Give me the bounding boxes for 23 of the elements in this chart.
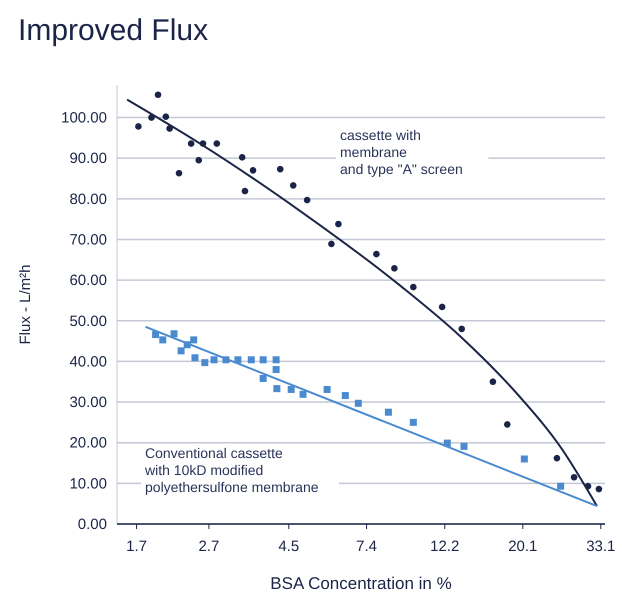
- annotation: Conventional cassette with 10kD modified polyethersulfone membrane: [144, 445, 319, 495]
- x-tick-label: 7.4: [356, 538, 377, 555]
- y-tick-label: 0.00: [78, 516, 107, 533]
- y-tick-label: 20.00: [69, 434, 107, 452]
- x-tick-label: 1.7: [126, 538, 147, 555]
- x-tick-label: 33.1: [586, 538, 616, 555]
- x-tick-label: 2.7: [198, 538, 220, 555]
- y-axis-title: Flux - L/m²h: [17, 264, 34, 345]
- annotation: cassette with membrane and type "A" screen: [340, 127, 463, 177]
- x-tick-label: 12.2: [430, 538, 460, 555]
- x-axis-title: BSA Concentration in %: [270, 574, 452, 593]
- x-tick-label: 4.5: [278, 538, 300, 555]
- y-tick-label: 60.00: [69, 272, 107, 290]
- y-tick-label: 40.00: [69, 353, 107, 370]
- y-tick-label: 80.00: [69, 190, 107, 208]
- y-tick-label: 70.00: [69, 231, 107, 248]
- y-tick-label: 90.00: [69, 150, 107, 168]
- chart-title: Improved Flux: [18, 14, 208, 47]
- x-tick-label: 20.1: [508, 538, 538, 555]
- y-tick-label: 30.00: [69, 394, 107, 412]
- y-tick-label: 100.00: [61, 110, 107, 127]
- y-tick-label: 50.00: [69, 312, 107, 330]
- y-tick-label: 10.00: [69, 475, 107, 492]
